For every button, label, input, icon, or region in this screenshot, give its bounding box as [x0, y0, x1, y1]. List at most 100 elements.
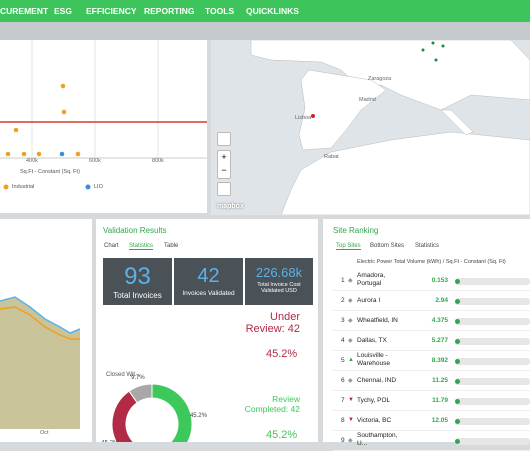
rank: 2	[341, 297, 345, 304]
place-label: Zaragoza	[368, 76, 392, 82]
rank: 5	[341, 357, 345, 364]
site-name[interactable]: Chennai, IND	[357, 377, 397, 384]
bar-dot	[455, 279, 460, 284]
rank: 6	[341, 377, 345, 384]
site-value: 4.375	[431, 317, 448, 324]
bar-track	[455, 398, 530, 405]
site-name[interactable]: Tychy, POL	[357, 397, 391, 404]
bar-dot	[455, 379, 460, 384]
under-review-pct: 45.2%	[266, 348, 298, 360]
top-nav: CUREMENT ESG EFFICIENCY REPORTING TOOLS …	[0, 0, 530, 22]
trend-icon: ▲	[348, 357, 354, 363]
panel-title: Site Ranking	[333, 226, 379, 235]
bar-dot	[455, 299, 460, 304]
under-review: Under Review: 42	[245, 311, 300, 335]
map	[250, 40, 530, 215]
donut-legend[interactable]: Closed Wit...	[106, 372, 141, 378]
site-name[interactable]: Amadora, Portugal	[357, 272, 386, 287]
site-value: 8.392	[431, 357, 448, 364]
column-header: Electric Power Total Volume (kWh) / Sq.F…	[357, 259, 506, 265]
bar-dot	[455, 359, 460, 364]
x-tick-label: 600k	[89, 158, 101, 164]
site-value: 2.94	[435, 297, 448, 304]
zoom-control: + −	[217, 150, 231, 179]
trend-icon: ▼	[348, 397, 354, 403]
trend-icon: ◆	[348, 438, 353, 444]
stat-value: 93	[124, 263, 151, 290]
tab[interactable]: Chart	[104, 243, 119, 249]
area-chart	[0, 296, 81, 429]
nav-item[interactable]: CUREMENT	[0, 6, 49, 16]
map-button[interactable]	[217, 182, 231, 196]
row-divider	[333, 430, 530, 431]
rank: 9	[341, 437, 345, 444]
row-divider	[333, 350, 530, 351]
rank: 4	[341, 337, 345, 344]
nav-item[interactable]: QUICKLINKS	[246, 6, 299, 16]
site-name[interactable]: Aurora I	[357, 297, 381, 304]
bar-track	[455, 418, 530, 425]
site-value: 5.277	[431, 337, 448, 344]
bar-track	[455, 278, 530, 285]
stat-value: 42	[197, 265, 220, 287]
place-label: Lisboa	[295, 115, 312, 121]
scatter-panel: 400k 600k 800k Sq.Ft - Constant (Sq. Ft)…	[0, 40, 207, 213]
trend-icon: ◆	[348, 278, 353, 284]
stat-tile: 93 Total Invoices	[103, 258, 172, 305]
site-name[interactable]: Dallas, TX	[357, 337, 387, 344]
x-tick-label: 400k	[26, 158, 38, 164]
bar-track	[455, 298, 530, 305]
zoom-in[interactable]: +	[221, 152, 227, 162]
stat-tile: 42 Invoices Validated	[174, 258, 243, 305]
row-divider	[333, 310, 530, 311]
trend-icon: ▼	[348, 417, 354, 423]
stat-label: Invoices Validated	[182, 290, 235, 297]
tab[interactable]: Table	[164, 243, 179, 249]
map-attribution: mapbox	[217, 203, 244, 210]
panel-title: Validation Results	[103, 226, 167, 235]
rank: 7	[341, 397, 345, 404]
nav-item[interactable]: ESG	[54, 6, 72, 16]
donut-segment[interactable]	[151, 383, 193, 442]
bar-track	[455, 358, 530, 365]
map-button[interactable]	[217, 132, 231, 146]
legend-item[interactable]: Industrial	[12, 184, 35, 190]
stat-label: Total Invoice Cost Validated USD	[257, 282, 301, 294]
tab[interactable]: Top Sites	[336, 243, 361, 250]
nav-item[interactable]: TOOLS	[205, 6, 235, 16]
donut-label: 45.2%	[101, 441, 119, 442]
site-value: 11.25	[432, 377, 448, 384]
rank: 1	[341, 277, 345, 284]
rank: 3	[341, 317, 345, 324]
legend-item[interactable]: LIO	[94, 184, 103, 190]
x-axis-label: Sq.Ft - Constant (Sq. Ft)	[20, 169, 80, 175]
tab[interactable]: Statistics	[415, 243, 440, 249]
tab[interactable]: Statistics	[129, 243, 154, 250]
row-divider	[333, 410, 530, 411]
trend-icon: ◆	[348, 338, 353, 344]
site-name[interactable]: Louisville - Warehouse	[357, 352, 390, 367]
site-value: 11.79	[432, 397, 448, 404]
row-divider	[333, 370, 530, 371]
bar-dot	[455, 419, 460, 424]
donut-chart: 45.2% 45.2% 9.7%	[101, 375, 208, 442]
donut-segment[interactable]	[128, 383, 153, 404]
site-name[interactable]: Victoria, BC	[357, 417, 392, 424]
stat-value: 226.68k	[255, 265, 303, 280]
nav-item[interactable]: EFFICIENCY	[86, 6, 137, 16]
donut-label: 45.2%	[190, 413, 208, 419]
toolbar-strip	[0, 22, 530, 40]
site-name[interactable]: Southampton, U...	[357, 432, 398, 447]
row-divider	[333, 330, 530, 331]
rank: 8	[341, 417, 345, 424]
place-label: Madrid	[359, 97, 376, 103]
nav-item[interactable]: REPORTING	[144, 6, 195, 16]
tab[interactable]: Bottom Sites	[370, 243, 405, 249]
zoom-out[interactable]: −	[221, 165, 227, 175]
bar-track	[455, 338, 530, 345]
bar-dot	[455, 339, 460, 344]
trend-icon: ◆	[348, 298, 353, 304]
site-name[interactable]: Wheatfield, IN	[357, 317, 398, 324]
site-value: 0.153	[431, 277, 448, 284]
